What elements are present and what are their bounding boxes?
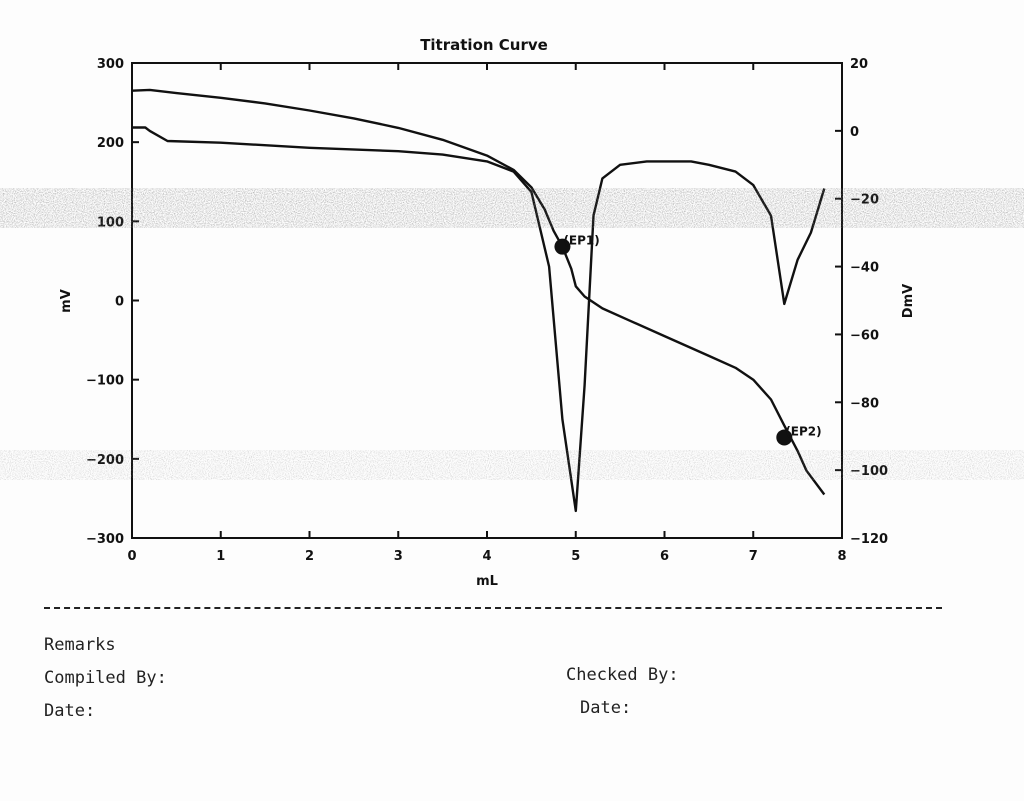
right-tick-label: −80 xyxy=(850,396,879,411)
annotation-layer: (EP1) (EP2) xyxy=(554,234,822,446)
x-tick-label: 6 xyxy=(660,549,669,564)
right-tick-label: −100 xyxy=(850,464,888,479)
right-tick-label: 0 xyxy=(850,125,859,140)
x-tick-label: 2 xyxy=(305,549,314,564)
left-tick-label: −100 xyxy=(86,374,124,389)
left-tick-label: 200 xyxy=(97,136,124,151)
compiled-by-label: Compiled By: xyxy=(44,668,167,688)
endpoint-label: (EP1) xyxy=(563,234,599,248)
left-tick-label: −300 xyxy=(86,532,124,547)
x-tick-label: 0 xyxy=(127,549,136,564)
left-tick-label: −200 xyxy=(86,453,124,468)
chart-title: Titration Curve xyxy=(420,36,548,54)
potential-curve-line xyxy=(131,88,826,496)
left-tick-label: 0 xyxy=(115,295,124,310)
endpoint-marker xyxy=(776,429,793,446)
left-tick-label: 100 xyxy=(97,215,124,230)
x-tick-label: 8 xyxy=(837,549,846,564)
x-axis-title: mL xyxy=(476,574,498,589)
date-label-left: Date: xyxy=(44,701,96,721)
endpoint-marker xyxy=(554,238,571,255)
endpoint-label: (EP2) xyxy=(785,424,821,438)
x-tick-label: 7 xyxy=(749,549,758,564)
dashed-divider xyxy=(44,607,942,609)
right-tick-label: −20 xyxy=(850,193,879,208)
right-tick-label: −120 xyxy=(850,532,888,547)
plot-frame xyxy=(131,62,843,539)
right-tick-label: 20 xyxy=(850,57,868,72)
x-tick-label: 5 xyxy=(571,549,580,564)
x-tick-label: 3 xyxy=(394,549,403,564)
derivative-curve-line xyxy=(132,126,826,513)
x-tick-label: 1 xyxy=(216,549,225,564)
right-tick-label: −40 xyxy=(850,261,879,276)
x-axis-ticks: 0 1 2 3 4 5 6 7 8 xyxy=(127,63,847,564)
x-tick-label: 4 xyxy=(482,549,491,564)
date-label-right: Date: xyxy=(580,698,632,718)
remarks-label: Remarks xyxy=(44,635,116,655)
checked-by-label: Checked By: xyxy=(566,665,679,685)
right-tick-label: −60 xyxy=(850,328,879,343)
series-layer xyxy=(131,88,826,513)
left-tick-label: 300 xyxy=(97,57,124,72)
left-axis-title: mV xyxy=(59,289,74,313)
right-axis-title: DmV xyxy=(901,284,916,318)
